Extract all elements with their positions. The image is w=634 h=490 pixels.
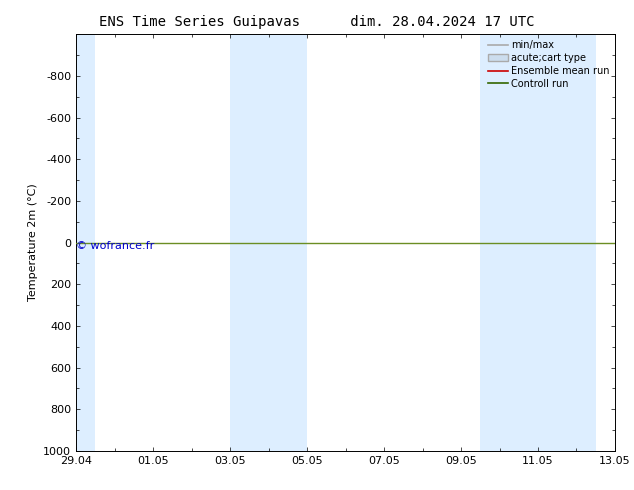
Text: ENS Time Series Guipavas      dim. 28.04.2024 17 UTC: ENS Time Series Guipavas dim. 28.04.2024…: [100, 15, 534, 29]
Text: © wofrance.fr: © wofrance.fr: [77, 241, 155, 251]
Legend: min/max, acute;cart type, Ensemble mean run, Controll run: min/max, acute;cart type, Ensemble mean …: [484, 36, 613, 93]
Y-axis label: Temperature 2m (°C): Temperature 2m (°C): [28, 184, 37, 301]
Bar: [480, 34, 596, 451]
Bar: [230, 34, 307, 451]
Bar: [76, 34, 95, 451]
